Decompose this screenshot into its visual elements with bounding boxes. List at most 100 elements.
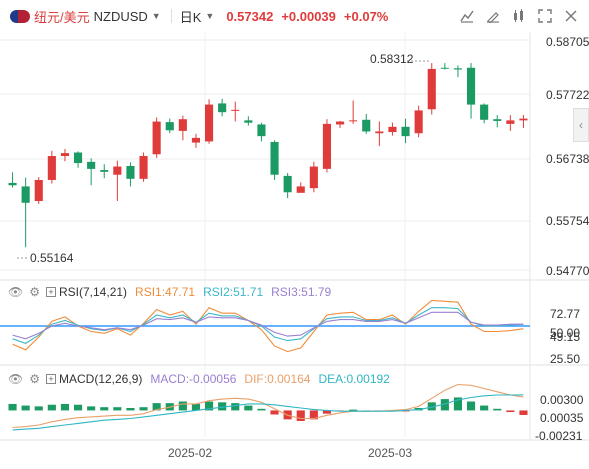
rsi1-line <box>12 299 524 353</box>
macd-title[interactable]: MACD(12,26,9) <box>59 372 143 386</box>
candle-body <box>257 124 266 137</box>
macd-bar <box>440 399 449 411</box>
candle-body <box>113 166 122 175</box>
symbol-header: 纽元/美元 NZDUSD ▼ 日K ▼ 0.57342 +0.00039 +0.… <box>0 0 589 32</box>
eye-icon[interactable]: 👁 <box>8 285 24 299</box>
macd-bar <box>191 403 201 411</box>
gear-icon[interactable]: ⚙ <box>29 285 40 299</box>
low-price-annotation: 0.55164 <box>30 251 74 265</box>
macd-bar <box>100 407 109 411</box>
candle-body <box>493 119 502 121</box>
candle-body <box>21 186 30 203</box>
price-change-percent: +0.07% <box>343 8 389 24</box>
period-selector[interactable]: 日K <box>179 9 202 25</box>
candle-body <box>165 122 174 131</box>
high-price-annotation: 0.58312 <box>370 52 414 66</box>
macd-bar <box>139 407 148 411</box>
rsi1-value: RSI1:47.71 <box>135 285 196 299</box>
candle-body <box>73 152 83 164</box>
macd-axis-label: 0.00300 <box>540 393 584 407</box>
gear-icon[interactable]: ⚙ <box>29 372 40 386</box>
draw-tool-icon[interactable] <box>485 8 501 24</box>
macd-bar <box>453 397 463 411</box>
macd-bar <box>466 401 476 411</box>
macd-bar <box>178 401 187 411</box>
eye-icon[interactable]: 👁 <box>8 372 24 386</box>
candle-body <box>322 123 332 169</box>
nzd-flag-icon <box>10 9 30 23</box>
candle-body <box>519 118 528 121</box>
price-axis-label: 0.58705 <box>546 35 589 49</box>
macd-bar <box>152 403 161 411</box>
candle-body <box>506 120 515 124</box>
candle-body <box>296 186 305 193</box>
candle-body <box>283 175 292 193</box>
candle-body <box>126 165 135 179</box>
macd-bar <box>218 402 227 411</box>
candle-body <box>218 103 227 113</box>
indicator-icon[interactable] <box>511 8 527 24</box>
macd-value: MACD:-0.00056 <box>150 372 237 386</box>
symbol-dropdown-icon[interactable]: ▼ <box>151 11 161 21</box>
price-axis-label: 0.56738 <box>546 152 589 166</box>
candle-body <box>453 68 463 70</box>
macd-indicator-header: 👁 ⚙ + MACD(12,26,9) MACD:-0.00056 DIF:0.… <box>8 372 390 386</box>
candle-body <box>362 119 371 132</box>
rsi3-value: RSI3:51.79 <box>271 285 332 299</box>
rsi-axis-label: 72.77 <box>550 307 580 321</box>
candle-body <box>178 119 187 131</box>
macd-bar <box>270 410 279 415</box>
fullscreen-icon[interactable] <box>537 8 553 24</box>
kline-chart[interactable]: 0.58705 0.57722 0.56738 0.55754 0.54770 … <box>0 32 589 469</box>
macd-bar <box>204 401 214 411</box>
macd-bar <box>480 405 489 411</box>
candle-body <box>466 67 476 105</box>
macd-bar <box>349 409 358 411</box>
candle-body <box>480 104 489 120</box>
macd-bar <box>87 406 96 411</box>
expand-icon[interactable]: + <box>46 374 56 384</box>
candle-body <box>231 109 240 111</box>
macd-bar <box>296 410 305 421</box>
candle-body <box>191 137 201 143</box>
candle-body <box>388 126 397 133</box>
macd-bar <box>21 405 30 411</box>
candle-body <box>349 120 358 122</box>
macd-bar <box>73 404 83 411</box>
candle-body <box>139 156 148 179</box>
chart-toolbar <box>459 8 579 24</box>
macd-bar <box>519 410 528 415</box>
candle-body <box>427 68 436 110</box>
macd-bar <box>126 408 135 411</box>
close-icon[interactable] <box>563 8 579 24</box>
macd-bar <box>506 410 515 413</box>
symbol-cn-name[interactable]: 纽元/美元 <box>34 9 90 25</box>
candle-body <box>401 126 410 137</box>
macd-bar <box>231 403 240 411</box>
price-axis-label: 0.57722 <box>546 88 589 102</box>
candle-body <box>414 110 423 134</box>
macd-bar <box>493 408 502 411</box>
period-dropdown-icon[interactable]: ▼ <box>205 11 215 21</box>
rsi-indicator-header: 👁 ⚙ + RSI(7,14,21) RSI1:47.71 RSI2:51.71… <box>8 285 331 299</box>
rsi2-line <box>12 307 524 345</box>
candle-body <box>152 121 161 155</box>
expand-icon[interactable]: + <box>46 287 56 297</box>
candle-body <box>60 153 70 157</box>
macd-bar <box>322 410 332 414</box>
macd-bar <box>60 403 70 411</box>
macd-bar <box>244 405 253 411</box>
dea-line <box>12 394 524 431</box>
collapse-panel-button[interactable]: ‹ <box>573 108 589 142</box>
candle-body <box>8 182 17 186</box>
chart-settings-icon[interactable] <box>459 8 475 24</box>
candle-body <box>244 120 253 123</box>
symbol-code[interactable]: NZDUSD <box>93 8 148 24</box>
macd-bar <box>8 403 17 411</box>
dea-value: DEA:0.00192 <box>318 372 390 386</box>
rsi-title[interactable]: RSI(7,14,21) <box>59 285 128 299</box>
candle-body <box>375 131 384 134</box>
macd-bar <box>427 402 436 411</box>
divider <box>170 9 172 23</box>
macd-bar <box>257 408 266 411</box>
